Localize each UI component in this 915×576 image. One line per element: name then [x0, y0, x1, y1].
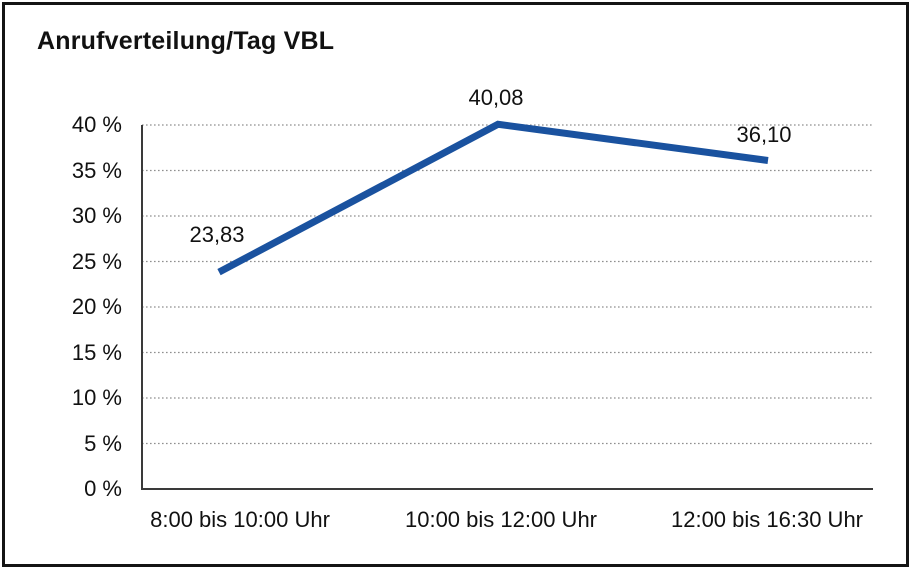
y-tick-label: 25 %: [71, 248, 122, 274]
data-point-label: 40,08: [468, 85, 524, 111]
data-point-label: 36,10: [736, 122, 792, 148]
y-tick-label: 15 %: [71, 339, 122, 365]
data-point-label: 23,83: [189, 222, 245, 248]
y-tick-label: 0 %: [84, 476, 122, 501]
y-tick-label: 10 %: [71, 385, 122, 410]
y-tick-label: 5 %: [84, 430, 122, 456]
x-category-label: 8:00 bis 10:00 Uhr: [150, 507, 330, 532]
chart-title: Anrufverteilung/Tag VBL: [37, 27, 335, 55]
y-tick-label: 35 %: [71, 157, 122, 183]
y-tick-label: 40 %: [71, 112, 122, 137]
y-tick-label: 20 %: [71, 294, 122, 319]
data-line: [217, 120, 769, 276]
chart-frame: [2, 2, 909, 567]
x-category-label: 10:00 bis 12:00 Uhr: [404, 507, 598, 532]
y-tick-label: 30 %: [71, 203, 122, 228]
x-category-label: 12:00 bis 16:30 Uhr: [670, 507, 864, 532]
